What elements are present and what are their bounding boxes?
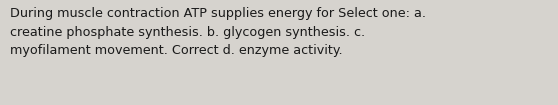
Text: During muscle contraction ATP supplies energy for Select one: a.
creatine phosph: During muscle contraction ATP supplies e… <box>10 7 426 57</box>
